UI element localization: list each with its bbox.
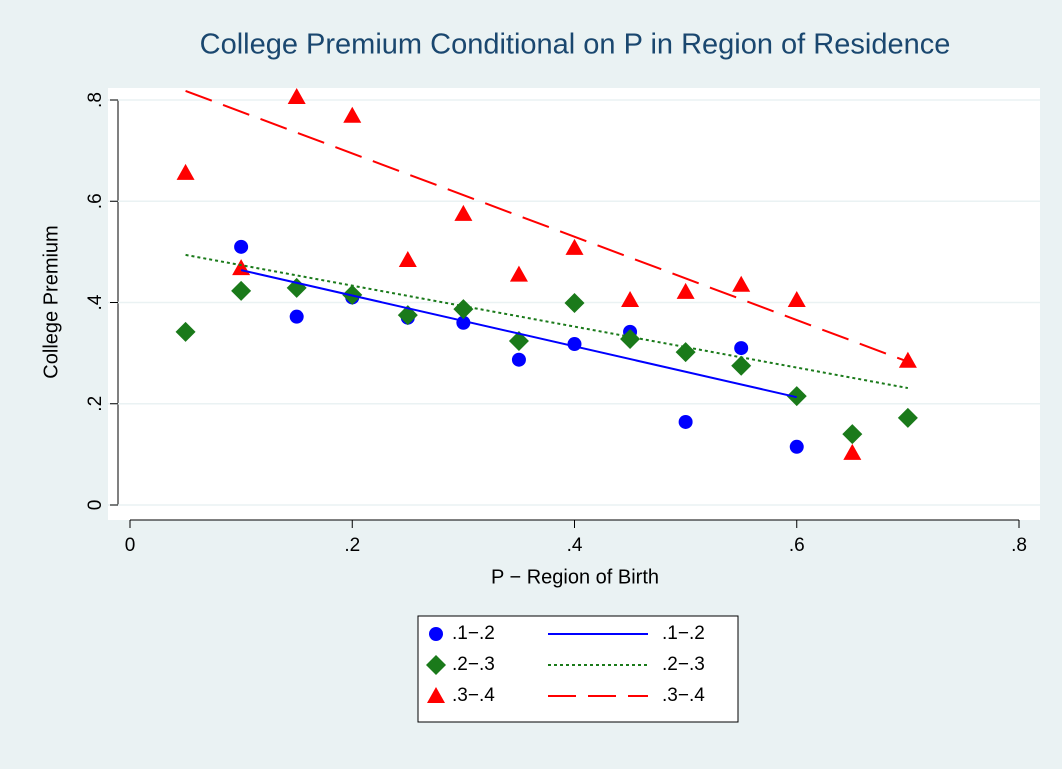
marker [287, 87, 306, 104]
marker [621, 290, 640, 307]
legend-label: .1−.2 [662, 623, 705, 644]
legend-marker [426, 655, 446, 675]
marker [234, 239, 249, 254]
x-tick-label: .4 [567, 535, 583, 556]
legend-label: .2−.3 [452, 654, 495, 675]
marker [509, 265, 528, 282]
marker [675, 342, 696, 363]
legend-label: .3−.4 [662, 685, 705, 706]
legend-marker [429, 627, 443, 641]
marker [676, 282, 695, 299]
marker [898, 351, 917, 368]
marker [508, 330, 529, 351]
marker [454, 204, 473, 221]
fit-line [185, 253, 909, 390]
fit-line [185, 89, 909, 363]
legend-label: .1−.2 [452, 623, 495, 644]
marker [842, 424, 863, 445]
marker [289, 309, 304, 324]
marker [511, 352, 526, 367]
marker [286, 277, 307, 298]
marker [732, 275, 751, 292]
y-tick-label: .4 [85, 294, 106, 310]
y-tick-label: .6 [85, 193, 106, 209]
marker [175, 321, 196, 342]
marker [176, 163, 195, 180]
marker [231, 280, 252, 301]
y-tick-label: .2 [85, 396, 106, 412]
y-tick-label: 0 [85, 500, 106, 511]
x-tick-label: 0 [125, 535, 136, 556]
legend-marker [427, 687, 445, 703]
fit-line [240, 269, 797, 399]
marker [678, 414, 693, 429]
legend-label: .3−.4 [452, 685, 495, 706]
marker [565, 238, 584, 255]
x-tick-label: .6 [789, 535, 805, 556]
marker [620, 328, 641, 349]
x-axis-title: P − Region of Birth [491, 566, 659, 588]
marker [567, 337, 582, 352]
marker [731, 355, 752, 376]
marker [897, 407, 918, 428]
plot: 0 .2 .4 .6 .8 0 .2 .4 .6 .8 .1−.2 .2−.3 .3−.4 .1−.2 .2… [85, 87, 1040, 706]
y-tick-label: .8 [85, 92, 106, 108]
marker [343, 106, 362, 123]
marker [789, 439, 804, 454]
marker [734, 341, 749, 356]
x-tick-label: .2 [344, 535, 360, 556]
marker [787, 290, 806, 307]
marker [843, 443, 862, 460]
marker [398, 250, 417, 267]
marker [564, 293, 585, 314]
chart-title: College Premium Conditional on P in Regi… [200, 29, 951, 61]
y-axis-title: College Premium [40, 225, 62, 378]
x-tick-label: .8 [1011, 535, 1027, 556]
legend-label: .2−.3 [662, 654, 705, 675]
marker [453, 299, 474, 320]
